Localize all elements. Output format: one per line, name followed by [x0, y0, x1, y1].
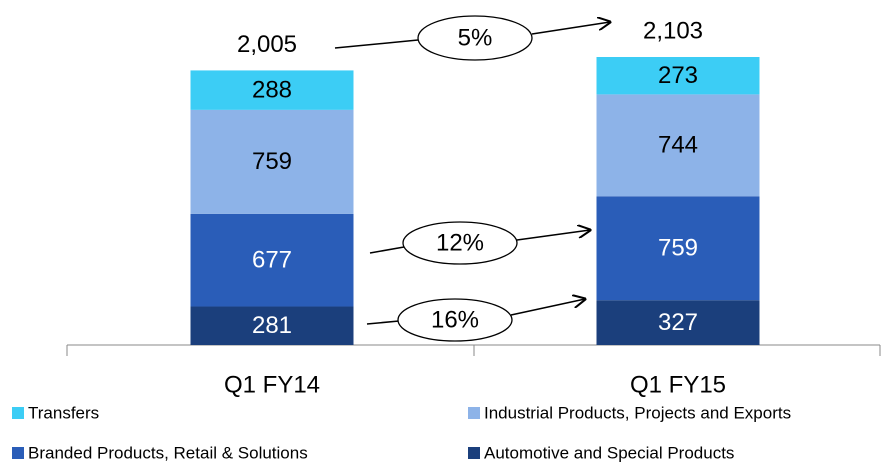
data-label: 677 — [252, 247, 292, 274]
arrow — [510, 299, 585, 316]
legend-label: Branded Products, Retail & Solutions — [28, 443, 308, 462]
legend-swatch — [12, 407, 24, 419]
legend-swatch — [468, 407, 480, 419]
annotation-ellipse — [402, 221, 518, 265]
data-label: 759 — [658, 235, 698, 262]
data-label: 327 — [658, 309, 698, 336]
bar-segment — [596, 300, 760, 345]
x-tick-label: Q1 FY15 — [630, 371, 726, 398]
annotation-ellipse — [417, 15, 533, 61]
annotation-text: 12% — [436, 229, 484, 256]
bar-segment — [596, 94, 760, 197]
arrow — [334, 39, 419, 49]
legend: Transfers Industrial Products, Projects a… — [12, 403, 791, 462]
annotation: 12% — [369, 221, 590, 265]
arrow — [366, 320, 400, 325]
arrow — [516, 230, 590, 241]
bar-segment — [596, 196, 760, 301]
data-label: 273 — [658, 62, 698, 89]
axis — [66, 344, 881, 356]
total-label: 2,005 — [237, 31, 297, 58]
annotation-text: 16% — [431, 306, 479, 333]
bar-segment — [190, 70, 354, 110]
annotation-ellipse — [397, 298, 513, 342]
bars: 281 677 759 288 2,005 Q1 FY14 327 759 744 273 2,10… — [190, 17, 760, 398]
annotation: 5% — [334, 15, 610, 61]
legend-swatch — [12, 447, 24, 459]
legend-label: Industrial Products, Projects and Export… — [484, 403, 791, 422]
bar-segment — [190, 306, 354, 345]
legend-swatch — [468, 447, 480, 459]
legend-label: Automotive and Special Products — [484, 443, 734, 462]
data-label: 759 — [252, 148, 292, 175]
bar-segment — [190, 213, 354, 307]
legend-label: Transfers — [28, 403, 99, 422]
arrow — [369, 246, 405, 254]
annotation: 16% — [366, 298, 585, 342]
data-label: 744 — [658, 132, 698, 159]
total-label: 2,103 — [643, 17, 703, 44]
annotation-text: 5% — [458, 24, 493, 51]
data-label: 281 — [252, 312, 292, 339]
bar-segment — [596, 57, 760, 95]
x-tick-label: Q1 FY14 — [224, 371, 320, 398]
arrow — [531, 22, 610, 35]
data-label: 288 — [252, 76, 292, 103]
bar-segment — [190, 109, 354, 214]
